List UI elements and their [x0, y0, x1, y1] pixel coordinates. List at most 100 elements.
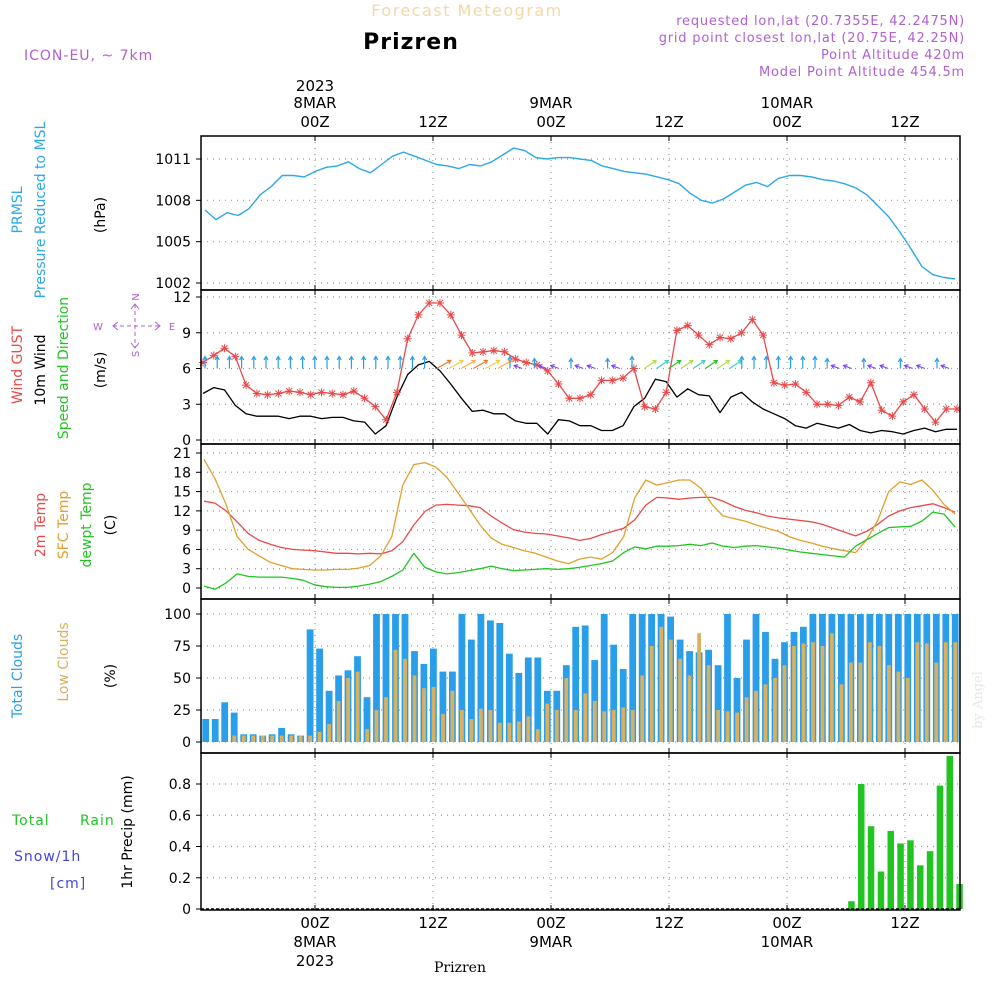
low-cloud-bar — [279, 735, 284, 742]
low-cloud-bar — [811, 642, 815, 742]
wind-speed-line — [202, 360, 957, 435]
low-cloud-bar — [611, 710, 616, 742]
gust-marker — [737, 328, 746, 337]
total-cloud-bar — [714, 665, 722, 742]
low-cloud-bar — [773, 678, 777, 742]
low-cloud-bar — [716, 710, 720, 742]
wind-arrow-head — [775, 355, 781, 361]
total-cloud-bar — [610, 644, 618, 742]
y-tick-label: 3 — [182, 562, 191, 578]
low-cloud-bar — [441, 713, 445, 742]
total-cloud-bar — [458, 614, 466, 742]
temp-dewpoint-line — [203, 511, 956, 590]
wind-arrow — [473, 359, 488, 370]
wind-arrow-head — [495, 359, 501, 365]
low-cloud-bar — [498, 722, 502, 742]
total-cloud-bar — [363, 697, 371, 742]
precip-panel: 0 0.2 0.4 0.6 0.8 — [169, 752, 963, 918]
watermark: by Angel — [971, 671, 986, 729]
wind-arrow-head — [409, 355, 415, 361]
gust-marker — [199, 358, 207, 367]
low-cloud-bar — [517, 721, 521, 742]
bottom-year-label: 2023 — [296, 952, 334, 970]
top-tick-label: 12Z — [654, 113, 683, 131]
wind-arrow-head — [214, 355, 220, 361]
wind-arrow-head — [226, 355, 232, 361]
low-cloud-bar — [877, 646, 882, 742]
low-cloud-bar — [697, 633, 701, 742]
wind-arrow-head — [610, 364, 616, 370]
total-cloud-bar — [373, 614, 380, 742]
low-cloud-bar — [754, 690, 758, 742]
requested-coords: requested lon,lat (20.7355E, 42.2475N) — [676, 14, 965, 29]
gust-marker — [683, 321, 692, 330]
gust-marker — [576, 394, 584, 403]
wind-arrow-head — [531, 357, 537, 363]
gust-marker — [295, 388, 304, 397]
gust-marker — [942, 405, 951, 414]
gust-marker — [726, 334, 735, 343]
low-cloud-bar — [241, 735, 246, 742]
y-tick-label: 25 — [173, 703, 191, 719]
low-cloud-bar — [706, 665, 711, 742]
label-ms: (m/s) — [93, 352, 109, 389]
y-tick-label: 15 — [173, 485, 191, 501]
low-cloud-bar — [289, 735, 294, 742]
wind-arrow-head — [824, 357, 830, 363]
gust-marker — [425, 298, 434, 307]
wind-arrow-head — [361, 355, 367, 361]
low-cloud-bar — [820, 646, 825, 742]
compass-s: S — [131, 351, 142, 357]
gust-marker — [339, 390, 348, 399]
y-tick-label: 0 — [182, 581, 191, 597]
y-tick-label: 1008 — [155, 193, 191, 209]
gust-marker — [554, 379, 563, 388]
low-cloud-bar — [412, 675, 417, 742]
bottom-day-label-3: 10MAR — [761, 933, 814, 951]
low-cloud-bar — [905, 678, 910, 742]
y-tick-label: 50 — [173, 671, 191, 687]
wind-arrow-head — [336, 355, 342, 361]
gust-marker — [403, 334, 412, 343]
low-cloud-bar — [592, 701, 597, 742]
top-day-label-3: 10MAR — [761, 94, 814, 112]
y-tick-label: 1011 — [155, 152, 191, 168]
label-10m-wind: 10m Wind — [33, 334, 49, 405]
low-cloud-bar — [355, 671, 360, 742]
label-total: Total — [11, 813, 50, 829]
wind-arrow-head — [763, 355, 769, 361]
wind-arrow-head — [348, 355, 354, 361]
wind-arrow — [717, 360, 730, 369]
gust-marker — [489, 346, 498, 355]
rain-bar — [877, 871, 885, 909]
gust-marker — [694, 331, 703, 340]
rain-bar — [887, 830, 894, 909]
gust-marker — [306, 390, 315, 399]
total-cloud-bar — [439, 671, 447, 742]
gust-marker — [802, 388, 811, 397]
low-cloud-bar — [232, 735, 237, 742]
gust-marker — [769, 378, 778, 387]
gust-marker — [619, 374, 628, 383]
wind-arrow — [574, 364, 584, 370]
gust-marker — [812, 400, 821, 409]
y-tick-label: 21 — [173, 446, 191, 462]
total-cloud-bar — [752, 614, 760, 742]
rain-bar — [946, 755, 953, 909]
low-cloud-bar — [668, 639, 673, 742]
wind-arrow-head — [739, 355, 745, 361]
gust-marker — [759, 331, 768, 340]
low-cloud-bar — [934, 662, 939, 742]
gust-marker — [382, 415, 391, 424]
bottom-tick-label: 12Z — [890, 914, 919, 932]
total-cloud-bar — [496, 623, 504, 742]
top-year-label: 2023 — [296, 77, 334, 95]
total-cloud-bar — [743, 639, 750, 742]
low-cloud-bar — [535, 729, 540, 742]
low-cloud-bar — [365, 729, 369, 742]
wind-arrow — [611, 364, 621, 370]
low-cloud-bar — [479, 708, 483, 742]
gust-marker — [392, 388, 401, 397]
low-cloud-bar — [887, 665, 891, 742]
rain-bar — [907, 840, 914, 910]
